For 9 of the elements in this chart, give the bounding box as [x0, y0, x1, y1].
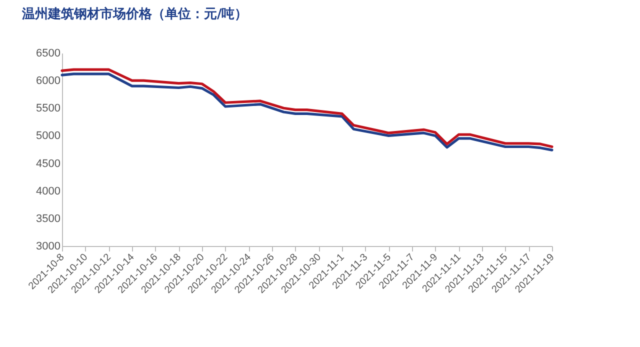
y-tick-label: 6500 — [36, 48, 60, 60]
y-tick-label: 6000 — [36, 75, 60, 88]
chart-title: 温州建筑钢材市场价格（单位：元/吨） — [21, 6, 248, 22]
y-tick-label: 4500 — [36, 158, 60, 170]
y-tick-label: 3000 — [36, 240, 60, 252]
y-tick-label: 5000 — [36, 130, 60, 142]
y-tick-label: 4000 — [36, 185, 60, 198]
y-tick-label: 5500 — [36, 102, 60, 115]
y-tick-label: 3500 — [36, 212, 60, 225]
